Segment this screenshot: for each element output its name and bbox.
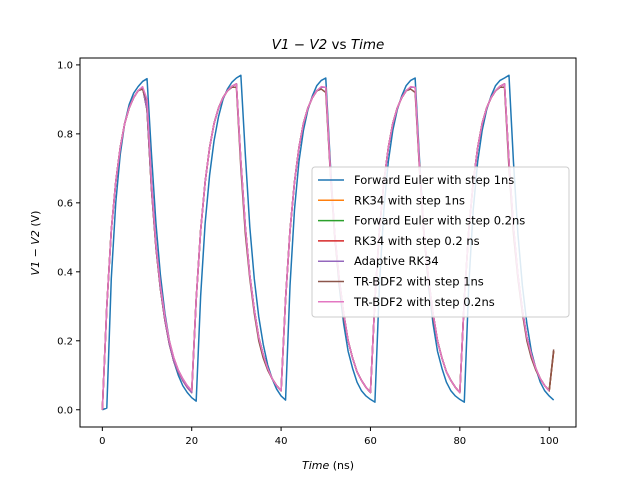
y-axis-label: V1 − V2 (V) <box>29 211 42 276</box>
legend-label: TR-BDF2 with step 0.2ns <box>353 295 495 309</box>
legend-label: Adaptive RK34 <box>354 254 439 268</box>
legend-label: RK34 with step 1ns <box>354 193 465 207</box>
plot-frame <box>79 57 577 428</box>
y-tick-label: 0.4 <box>57 267 73 278</box>
chart-title-joiner: vs <box>332 37 347 53</box>
y-axis-ticks: 0.0 0.2 0.4 0.6 0.8 1.0 <box>57 60 80 416</box>
y-tick-label: 0.6 <box>57 198 73 209</box>
legend-label: Forward Euler with step 1ns <box>354 173 514 187</box>
chart-title-main: V1 − V2 <box>272 37 328 53</box>
legend-label: Forward Euler with step 0.2ns <box>354 214 525 228</box>
legend: Forward Euler with step 1ns RK34 with ste… <box>311 166 570 318</box>
x-tick-label: 100 <box>540 436 559 447</box>
y-axis-label-var: V1 − V2 <box>29 230 42 275</box>
y-tick-label: 1.0 <box>57 60 73 71</box>
chart-title-tail: Time <box>351 37 384 53</box>
y-tick-label: 0.8 <box>57 129 73 140</box>
legend-label: TR-BDF2 with step 1ns <box>353 275 484 289</box>
x-axis-label-var: Time <box>302 459 329 472</box>
legend-label: RK34 with step 0.2 ns <box>354 234 480 248</box>
legend-box <box>311 166 570 318</box>
x-tick-label: 20 <box>185 436 198 447</box>
x-tick-label: 80 <box>453 436 466 447</box>
y-tick-label: 0.0 <box>57 405 73 416</box>
x-axis-label-unit: (ns) <box>333 459 354 472</box>
y-tick-label: 0.2 <box>57 336 73 347</box>
x-tick-label: 60 <box>364 436 377 447</box>
x-tick-label: 40 <box>275 436 288 447</box>
chart-title: V1 − V2 vs Time <box>272 37 385 53</box>
y-axis-label-unit: (V) <box>29 211 42 227</box>
x-axis-label: Time (ns) <box>302 459 354 472</box>
x-tick-label: 0 <box>99 436 105 447</box>
x-axis-ticks: 0 20 40 60 80 100 <box>99 427 559 447</box>
